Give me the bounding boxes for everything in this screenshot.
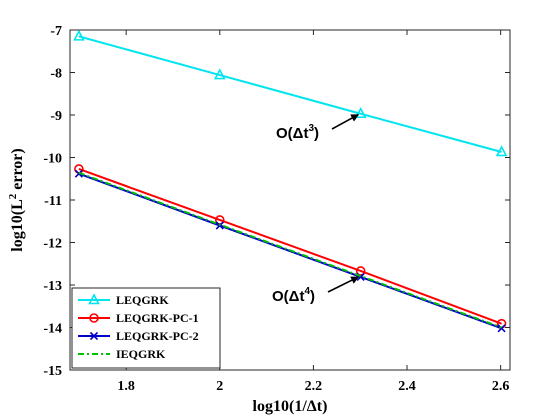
- y-tick-label: -9: [50, 109, 62, 124]
- triangle-marker: [73, 29, 85, 41]
- series-line: [78, 171, 502, 329]
- order-annotation: O(Δt4): [272, 286, 315, 305]
- y-tick-label: -8: [50, 67, 62, 82]
- y-tick-label: -12: [43, 237, 62, 252]
- circle-marker: [89, 313, 99, 323]
- legend-label: LEQGRK: [116, 293, 169, 307]
- x-axis-title: log10(1/Δt): [253, 398, 328, 415]
- annotation-layer: O(Δt3)O(Δt4): [272, 114, 360, 305]
- y-tick-label: -7: [50, 24, 62, 39]
- order-annotation: O(Δt3): [276, 123, 319, 142]
- x-tick-label: 2.4: [398, 379, 416, 394]
- x-tick-label: 2: [216, 379, 223, 394]
- y-tick-label: -11: [44, 194, 62, 209]
- circle-marker: [355, 266, 366, 276]
- y-tick-label: -13: [43, 279, 62, 294]
- legend-label: LEQGRK-PC-2: [116, 329, 199, 343]
- x-tick-label: 2.2: [305, 379, 323, 394]
- triangle-marker: [495, 145, 508, 157]
- triangle-marker: [213, 68, 226, 80]
- y-axis-title-base: log10(L: [9, 199, 26, 251]
- legend-label: IEQGRK: [116, 347, 166, 361]
- legend-label: LEQGRK-PC-1: [116, 311, 199, 325]
- series-layer: [73, 29, 508, 333]
- y-axis-title-sup: 2: [7, 193, 19, 199]
- order-annotation-tail: ): [310, 288, 315, 305]
- annotation-arrow: [331, 114, 360, 130]
- y-tick-label: -14: [43, 322, 62, 337]
- y-axis-title-tail: error): [9, 148, 26, 193]
- annotation-arrow: [327, 276, 360, 293]
- order-annotation-tail: ): [314, 125, 319, 142]
- series-line: [78, 168, 502, 325]
- order-annotation-base: O(Δt: [272, 288, 304, 305]
- legend: LEQGRK LEQGRK-PC-1 LEQGRK-PC-2 IEQGRK: [71, 287, 221, 369]
- y-tick-label: -15: [43, 364, 62, 379]
- ticks-layer: 1.8 2 2.2 2.4 2.6 -15 -14 -13 -12 -11 -10 -9 -8 -7: [43, 24, 510, 394]
- y-axis-title: log10(L2 error): [7, 148, 26, 251]
- triangle-marker: [88, 293, 100, 305]
- series-leqgrk: [73, 29, 508, 157]
- x-tick-label: 2.6: [492, 379, 510, 394]
- order-annotation-base: O(Δt: [276, 125, 308, 142]
- series-line: [78, 35, 502, 153]
- order-annotation-sup: 4: [304, 286, 310, 297]
- x-marker: [497, 324, 506, 333]
- x-tick-label: 1.8: [117, 379, 135, 394]
- y-tick-label: -10: [43, 152, 62, 167]
- x-marker: [89, 331, 99, 341]
- triangle-marker: [354, 107, 367, 119]
- series-ieqgrk: [78, 171, 502, 329]
- order-annotation-sup: 3: [308, 123, 314, 134]
